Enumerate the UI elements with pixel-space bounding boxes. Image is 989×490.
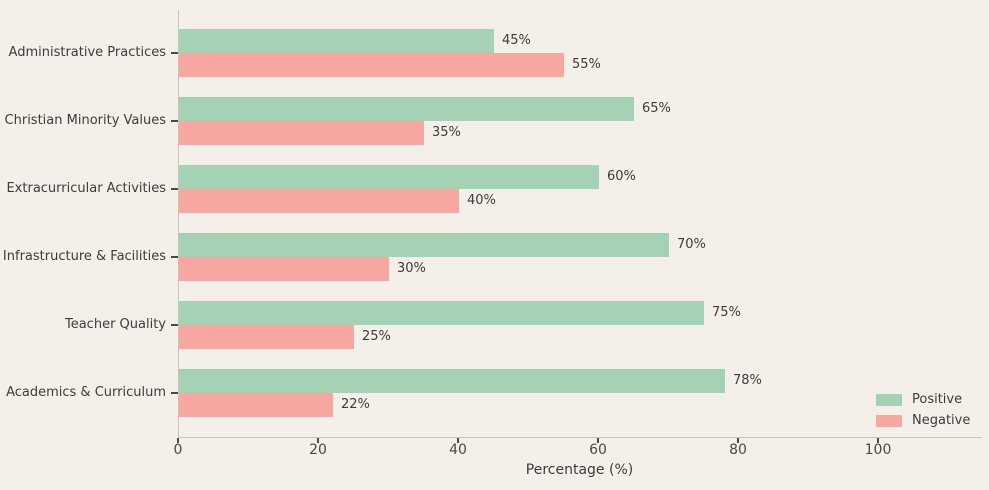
- x-tick-label: 100: [864, 442, 892, 458]
- legend-swatch-negative: [876, 414, 902, 427]
- value-label: 65%: [642, 101, 671, 116]
- bar-positive: [179, 165, 599, 189]
- bar-negative: [179, 393, 333, 417]
- value-label: 25%: [362, 329, 391, 344]
- category-label: Administrative Practices: [8, 45, 166, 60]
- y-tick-mark: [171, 324, 178, 326]
- bar-positive: [179, 97, 634, 121]
- bar-negative: [179, 121, 424, 145]
- y-tick-mark: [171, 256, 178, 258]
- x-tick-label: 40: [449, 442, 467, 458]
- category-label: Infrastructure & Facilities: [2, 249, 166, 264]
- category-label: Academics & Curriculum: [6, 385, 166, 400]
- legend-entry: Positive: [876, 389, 970, 410]
- x-axis-label: Percentage (%): [525, 462, 634, 478]
- legend-entry: Negative: [876, 410, 970, 431]
- x-tick-mark: [457, 438, 459, 443]
- y-tick-mark: [171, 120, 178, 122]
- bar-negative: [179, 189, 459, 213]
- bar-negative: [179, 325, 354, 349]
- category-label: Extracurricular Activities: [6, 181, 166, 196]
- legend-label: Negative: [912, 413, 971, 428]
- x-tick-label: 60: [589, 442, 607, 458]
- category-label: Christian Minority Values: [4, 113, 166, 128]
- legend-swatch-positive: [876, 393, 902, 406]
- value-label: 22%: [341, 397, 370, 412]
- y-tick-mark: [171, 392, 178, 394]
- value-label: 70%: [677, 237, 706, 252]
- value-label: 45%: [502, 33, 531, 48]
- value-label: 78%: [733, 373, 762, 388]
- x-tick-mark: [597, 438, 599, 443]
- x-tick-mark: [877, 438, 879, 443]
- bar-positive: [179, 29, 494, 53]
- value-label: 60%: [607, 169, 636, 184]
- value-label: 40%: [467, 193, 496, 208]
- bar-positive: [179, 301, 704, 325]
- x-tick-label: 80: [729, 442, 747, 458]
- category-label: Teacher Quality: [64, 317, 166, 332]
- x-tick-mark: [737, 438, 739, 443]
- x-tick-label: 20: [309, 442, 327, 458]
- x-tick-mark: [177, 438, 179, 443]
- value-label: 30%: [397, 261, 426, 276]
- x-tick-label: 0: [173, 442, 183, 458]
- legend-label: Positive: [912, 392, 963, 407]
- legend: Positive Negative: [876, 389, 970, 431]
- plot-area: 45% 55% 65% 35% 60% 40% 70% 30% 75% 25% 78% 22%: [178, 10, 982, 438]
- bar-positive: [179, 369, 725, 393]
- bar-negative: [179, 257, 389, 281]
- value-label: 75%: [712, 305, 741, 320]
- value-label: 55%: [572, 57, 601, 72]
- y-tick-mark: [171, 52, 178, 54]
- bar-positive: [179, 233, 669, 257]
- bar-negative: [179, 53, 564, 77]
- y-tick-mark: [171, 188, 178, 190]
- x-tick-mark: [317, 438, 319, 443]
- value-label: 35%: [432, 125, 461, 140]
